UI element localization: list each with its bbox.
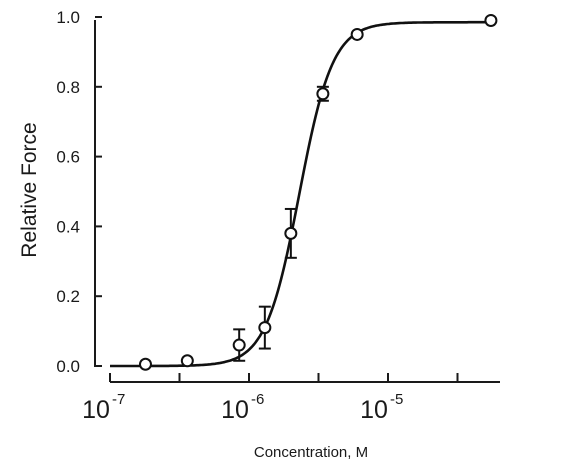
y-axis-ticks: 0.0 0.2 0.4 0.6 0.8 1.0 bbox=[56, 8, 102, 376]
x-axis-title: Concentration, M bbox=[254, 444, 368, 461]
data-point-marker bbox=[232, 338, 246, 352]
y-tick-label: 0.2 bbox=[56, 287, 80, 306]
data-point-marker bbox=[180, 354, 194, 368]
data-point bbox=[484, 13, 498, 27]
data-point bbox=[284, 207, 298, 259]
data-point bbox=[316, 85, 330, 102]
data-point bbox=[232, 328, 246, 362]
x-tick-label-base: 10 bbox=[221, 396, 249, 424]
x-tick-label: 10 -7 bbox=[82, 391, 125, 424]
x-axis-ticks: 10 -7 10 -6 10 -5 bbox=[82, 373, 459, 424]
x-tick-label-exponent: -6 bbox=[251, 391, 264, 408]
data-point bbox=[138, 357, 152, 371]
data-point-marker bbox=[316, 87, 330, 101]
x-tick-label-exponent: -7 bbox=[112, 391, 125, 408]
y-tick-label: 0.6 bbox=[56, 148, 80, 167]
data-point-marker bbox=[350, 27, 364, 41]
data-point bbox=[180, 354, 194, 368]
data-point bbox=[350, 27, 364, 41]
x-tick-label: 10 -6 bbox=[221, 391, 264, 424]
x-tick-label: 10 -5 bbox=[360, 391, 403, 424]
data-point-marker bbox=[138, 357, 152, 371]
data-points-layer bbox=[138, 13, 498, 371]
y-axis-title: Relative Force bbox=[18, 122, 41, 257]
y-tick-label: 1.0 bbox=[56, 8, 80, 27]
y-tick-label: 0.8 bbox=[56, 78, 80, 97]
data-point-marker bbox=[258, 321, 272, 335]
data-point bbox=[258, 305, 272, 350]
x-tick-label-base: 10 bbox=[360, 396, 388, 424]
data-point-marker bbox=[284, 226, 298, 240]
x-tick-label-base: 10 bbox=[82, 396, 110, 424]
y-tick-label: 0.0 bbox=[56, 357, 80, 376]
y-tick-label: 0.4 bbox=[56, 217, 80, 236]
x-tick-label-exponent: -5 bbox=[390, 391, 403, 408]
data-point-marker bbox=[484, 13, 498, 27]
fit-curve bbox=[110, 20, 490, 368]
fit-curve-layer bbox=[110, 20, 490, 368]
